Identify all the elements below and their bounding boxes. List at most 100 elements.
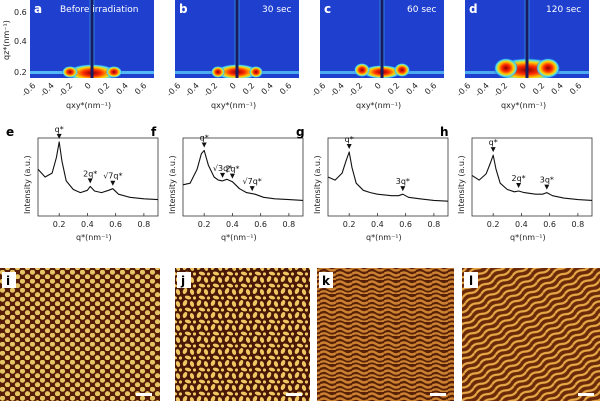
saxs-x-tick-2-1: -0.4: [329, 81, 346, 98]
profile-marker-f-2: [229, 173, 235, 179]
profile-annotation-f-3: √7q*: [243, 177, 262, 186]
saxs-x-tick-3-1: -0.4: [474, 81, 491, 98]
afm-image-l: [462, 268, 600, 401]
saxs-x-tick-0-1: -0.4: [39, 81, 56, 98]
profile-panel-f: f Intensity (a.u.) q*(nm⁻¹) 0.2 0.4 0.6 0.8 q* √…: [151, 125, 304, 242]
profile-curve-f: [182, 149, 304, 201]
profile-marker-g-1: [400, 186, 406, 192]
afm-scale-bar-l: [578, 393, 594, 396]
saxs-letter-d: d: [469, 2, 478, 16]
profile-annotation-h-2: 3q*: [540, 176, 554, 185]
profile-annotation-f-0: q*: [200, 133, 209, 142]
saxs-panel-c: [320, 0, 444, 78]
saxs-x-tick-3-6: 0.6: [568, 81, 583, 96]
saxs-x-label-c: qxy*(nm⁻¹): [356, 101, 401, 110]
afm-image-k: [317, 268, 454, 401]
profile-letter-g: g: [296, 125, 305, 139]
profile-x-tick-f-3: 0.8: [283, 220, 296, 229]
profile-annotation-g-0: q*: [345, 135, 354, 144]
profile-frame-g: [327, 137, 449, 217]
saxs-x-tick-1-5: 0.4: [260, 81, 275, 96]
profile-y-label-g: Intensity (a.u.): [313, 155, 322, 214]
profile-letter-f: f: [151, 125, 157, 139]
afm-scale-bar-k: [430, 393, 446, 396]
profile-annotation-h-1: 2q*: [512, 174, 526, 183]
saxs-x-label-d: qxy*(nm⁻¹): [501, 101, 546, 110]
profile-x-tick-e-2: 0.6: [109, 220, 122, 229]
profile-marker-f-1: [220, 172, 226, 178]
saxs-row: qz*(nm⁻¹) 0.6 0.4 0.2: [2, 0, 589, 110]
saxs-x-ticks: -0.6 -0.4 -0.2 0 0.2 0.4 0.6 -0.6 -0.4 -0.2 0 0.2 0.…: [20, 81, 583, 98]
afm-row: i j k l: [0, 268, 600, 401]
saxs-y-label: qz*(nm⁻¹): [2, 20, 11, 60]
profile-curve-g: [327, 151, 449, 202]
afm-letter-l: l: [469, 274, 473, 288]
profile-marker-e-2: [110, 180, 116, 186]
saxs-x-tick-2-2: -0.2: [347, 81, 364, 98]
profile-marker-g-0: [346, 144, 352, 150]
profile-marker-h-0: [490, 147, 496, 153]
afm-scale-bar-j: [286, 393, 302, 396]
profile-x-tick-h-3: 0.8: [572, 220, 585, 229]
saxs-x-label-a: qxy*(nm⁻¹): [66, 101, 111, 110]
afm-letter-i: i: [6, 274, 10, 288]
profile-annotation-g-1: 3q*: [396, 177, 410, 186]
saxs-x-tick-1-3: 0: [228, 81, 238, 91]
profile-panel-g: g Intensity (a.u.) q*(nm⁻¹) 0.2 0.4 0.6 0.8 q* 3…: [296, 125, 449, 242]
profile-letter-h: h: [440, 125, 449, 139]
saxs-x-tick-3-5: 0.4: [550, 81, 565, 96]
saxs-title-a: Before irradiation: [60, 5, 139, 15]
profile-row: e Intensity (a.u.) q*(nm⁻¹) 0.2 0.4 0.6 0.8 q* 2…: [6, 125, 593, 242]
saxs-x-tick-0-3: 0: [83, 81, 93, 91]
profile-annotation-f-2: 2q*: [225, 165, 239, 174]
saxs-x-tick-0-0: -0.6: [20, 81, 37, 98]
profile-x-tick-h-2: 0.6: [543, 220, 556, 229]
saxs-panel-a: [30, 0, 154, 78]
profile-letter-e: e: [6, 125, 14, 139]
profile-annotation-e-2: √7q*: [103, 172, 122, 181]
saxs-y-tick-0.6: 0.6: [14, 8, 27, 17]
saxs-x-tick-0-6: 0.6: [133, 81, 148, 96]
profile-frame-e: [37, 137, 159, 217]
profile-x-label-e: q*(nm⁻¹): [76, 233, 112, 242]
profile-x-tick-h-0: 0.2: [487, 220, 500, 229]
profile-y-label-e: Intensity (a.u.): [23, 155, 32, 214]
saxs-letter-a: a: [34, 2, 42, 16]
saxs-x-tick-1-4: 0.2: [241, 81, 256, 96]
saxs-panel-b: [175, 0, 299, 78]
saxs-x-tick-1-2: -0.2: [202, 81, 219, 98]
profile-marker-e-0: [56, 133, 62, 139]
saxs-letter-c: c: [324, 2, 331, 16]
saxs-x-tick-1-6: 0.6: [278, 81, 293, 96]
afm-scale-bar-i: [136, 393, 152, 396]
profile-x-label-f: q*(nm⁻¹): [221, 233, 257, 242]
profile-x-tick-f-0: 0.2: [198, 220, 211, 229]
saxs-x-tick-3-3: 0: [518, 81, 528, 91]
saxs-x-tick-2-0: -0.6: [310, 81, 327, 98]
saxs-x-tick-2-5: 0.4: [405, 81, 420, 96]
profile-y-label-h: Intensity (a.u.): [457, 155, 466, 214]
saxs-x-tick-0-5: 0.4: [115, 81, 130, 96]
saxs-y-tick-0.2: 0.2: [14, 68, 27, 77]
saxs-x-label-b: qxy*(nm⁻¹): [211, 101, 256, 110]
saxs-y-tick-0.4: 0.4: [14, 37, 27, 46]
afm-letter-j: j: [180, 274, 185, 288]
profile-x-tick-g-0: 0.2: [343, 220, 356, 229]
saxs-title-d: 120 sec: [546, 5, 581, 15]
saxs-x-tick-3-2: -0.2: [492, 81, 509, 98]
profile-marker-h-2: [544, 184, 550, 190]
profile-x-label-g: q*(nm⁻¹): [366, 233, 402, 242]
saxs-x-tick-0-4: 0.2: [96, 81, 111, 96]
profile-x-tick-f-2: 0.6: [254, 220, 267, 229]
profile-y-label-f: Intensity (a.u.): [168, 155, 177, 214]
afm-image-i: [0, 268, 160, 401]
profile-marker-e-1: [87, 178, 93, 184]
profile-panel-h: h Intensity (a.u.) q*(nm⁻¹) 0.2 0.4 0.6 0.8 q* 2…: [440, 125, 593, 242]
profile-x-tick-e-1: 0.4: [81, 220, 94, 229]
profile-x-tick-f-1: 0.4: [226, 220, 239, 229]
profile-x-label-h: q*(nm⁻¹): [510, 233, 546, 242]
profile-x-tick-e-0: 0.2: [53, 220, 66, 229]
profile-frame-f: [182, 137, 304, 217]
profile-annotation-e-1: 2q*: [83, 169, 97, 178]
